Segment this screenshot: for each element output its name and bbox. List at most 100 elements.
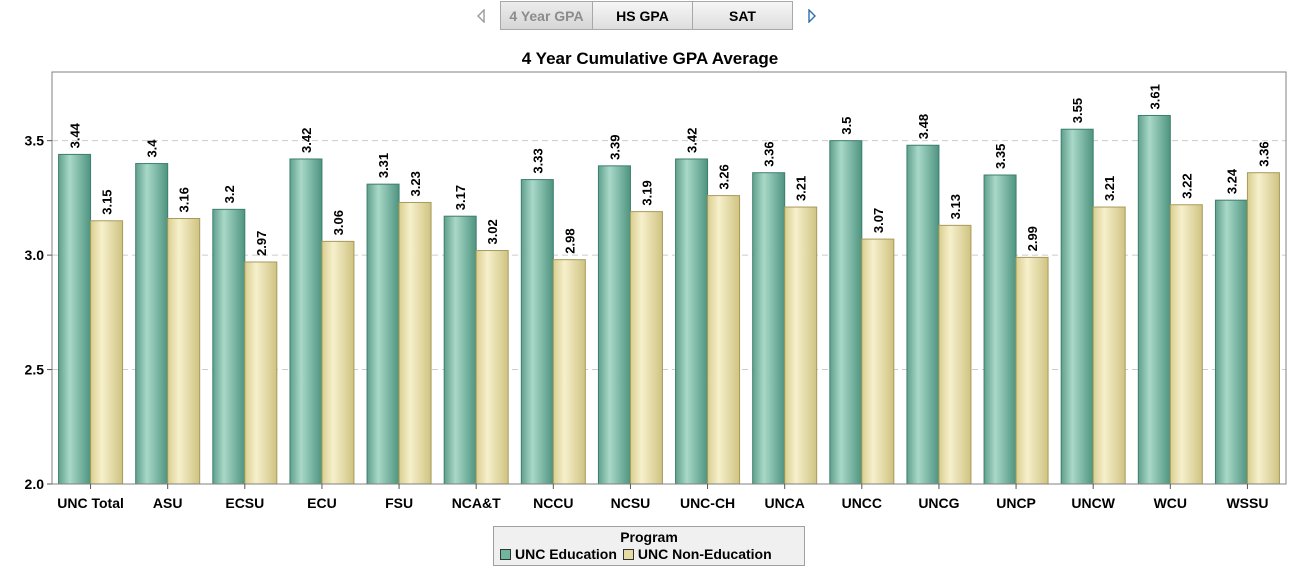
data-label: 3.5 xyxy=(839,117,854,135)
legend-title: Program xyxy=(620,529,678,545)
bar-unc-education xyxy=(675,158,709,485)
x-category-label: NCCU xyxy=(533,495,573,511)
bar-unc-non-education xyxy=(938,224,972,485)
x-category-label: ECU xyxy=(307,495,337,511)
bar-unc-education xyxy=(1214,199,1248,485)
data-label: 3.22 xyxy=(1179,173,1194,198)
x-category-label: UNCC xyxy=(842,495,882,511)
data-label: 3.4 xyxy=(145,139,160,158)
bar-unc-non-education xyxy=(167,217,201,485)
chevron-left-icon xyxy=(477,8,485,23)
bar-unc-non-education xyxy=(475,250,509,485)
legend-item-unc-non-education: UNC Non-Education xyxy=(622,546,772,562)
y-tick-label: 3.5 xyxy=(25,133,45,149)
data-label: 3.42 xyxy=(685,128,700,153)
x-category-label: NCA&T xyxy=(452,495,501,511)
x-category-label: ECSU xyxy=(225,495,264,511)
data-label: 3.48 xyxy=(916,114,931,139)
data-label: 3.16 xyxy=(177,187,192,212)
bar-unc-education xyxy=(1060,128,1094,485)
data-label: 3.44 xyxy=(68,122,83,148)
data-label: 3.35 xyxy=(993,144,1008,169)
legend-label: UNC Education xyxy=(515,546,617,562)
bar-unc-non-education xyxy=(784,206,818,485)
y-tick-label: 3.0 xyxy=(25,247,45,263)
data-label: 3.39 xyxy=(607,135,622,160)
bar-unc-non-education xyxy=(1169,204,1203,485)
data-label: 3.21 xyxy=(1102,176,1117,201)
data-label: 3.42 xyxy=(299,128,314,153)
bar-unc-education xyxy=(366,183,400,485)
x-category-label: UNCP xyxy=(996,495,1036,511)
bar-unc-education xyxy=(520,179,554,485)
bar-unc-non-education xyxy=(552,259,586,485)
y-tick-label: 2.0 xyxy=(25,476,45,492)
bar-unc-non-education xyxy=(861,238,895,485)
x-category-label: UNCA xyxy=(764,495,804,511)
legend-item-unc-education: UNC Education xyxy=(500,546,617,562)
bar-unc-non-education xyxy=(90,220,124,485)
bar-unc-non-education xyxy=(321,240,355,485)
next-tab-button[interactable] xyxy=(801,5,823,27)
data-label: 2.98 xyxy=(562,228,577,253)
data-label: 2.99 xyxy=(1025,226,1040,251)
legend-swatch-education xyxy=(500,548,511,560)
bar-unc-education xyxy=(1137,114,1171,485)
bar-unc-education xyxy=(906,144,940,485)
bar-unc-non-education xyxy=(244,261,278,485)
data-label: 3.02 xyxy=(485,219,500,244)
data-label: 3.19 xyxy=(639,180,654,205)
data-label: 3.17 xyxy=(453,185,468,210)
chevron-right-icon xyxy=(808,8,816,23)
data-label: 3.23 xyxy=(408,171,423,196)
bar-unc-education xyxy=(443,215,477,485)
data-label: 3.21 xyxy=(794,176,809,201)
data-label: 3.36 xyxy=(762,141,777,166)
bar-unc-education xyxy=(135,163,169,485)
x-category-label: WSSU xyxy=(1226,495,1268,511)
x-category-label: WCU xyxy=(1154,495,1187,511)
bar-unc-education xyxy=(829,140,863,485)
bar-unc-non-education xyxy=(1092,206,1126,485)
tab-4-year-gpa[interactable]: 4 Year GPA xyxy=(500,1,593,30)
data-label: 3.2 xyxy=(222,185,237,203)
tab-sat[interactable]: SAT xyxy=(693,1,793,30)
bar-unc-education xyxy=(58,153,92,485)
x-category-label: NCSU xyxy=(611,495,651,511)
bar-unc-education xyxy=(212,208,246,485)
chart-title: 4 Year Cumulative GPA Average xyxy=(522,49,778,68)
bar-unc-non-education xyxy=(707,195,741,485)
x-category-label: UNC Total xyxy=(57,495,124,511)
data-label: 3.24 xyxy=(1224,168,1239,194)
legend: Program UNC Education UNC Non-Education xyxy=(493,526,805,566)
tab-hs-gpa[interactable]: HS GPA xyxy=(593,1,693,30)
bar-unc-non-education xyxy=(398,201,432,485)
bar-unc-non-education xyxy=(1246,172,1280,485)
x-category-label: UNCG xyxy=(918,495,959,511)
legend-swatch-non-education xyxy=(622,548,634,560)
data-label: 2.97 xyxy=(254,231,269,256)
y-tick-label: 2.5 xyxy=(25,362,45,378)
data-label: 3.31 xyxy=(376,153,391,178)
legend-label: UNC Non-Education xyxy=(637,546,772,562)
data-label: 3.33 xyxy=(530,148,545,173)
data-label: 3.15 xyxy=(100,189,115,214)
x-category-label: FSU xyxy=(385,495,413,511)
data-label: 3.07 xyxy=(871,208,886,233)
bar-unc-education xyxy=(289,158,323,485)
data-label: 3.06 xyxy=(331,210,346,235)
data-label: 3.55 xyxy=(1070,98,1085,123)
tab-bar: 4 Year GPA HS GPA SAT xyxy=(470,0,823,31)
prev-tab-button[interactable] xyxy=(470,5,492,27)
data-label: 3.26 xyxy=(717,164,732,189)
data-label: 3.61 xyxy=(1147,84,1162,109)
bar-unc-education xyxy=(983,174,1017,485)
bar-unc-education xyxy=(752,172,786,485)
data-label: 3.13 xyxy=(948,194,963,219)
data-label: 3.36 xyxy=(1256,141,1271,166)
bar-unc-non-education xyxy=(1015,256,1049,485)
x-category-label: UNCW xyxy=(1071,495,1115,511)
plot-frame xyxy=(51,71,1287,485)
bar-unc-non-education xyxy=(629,211,663,485)
